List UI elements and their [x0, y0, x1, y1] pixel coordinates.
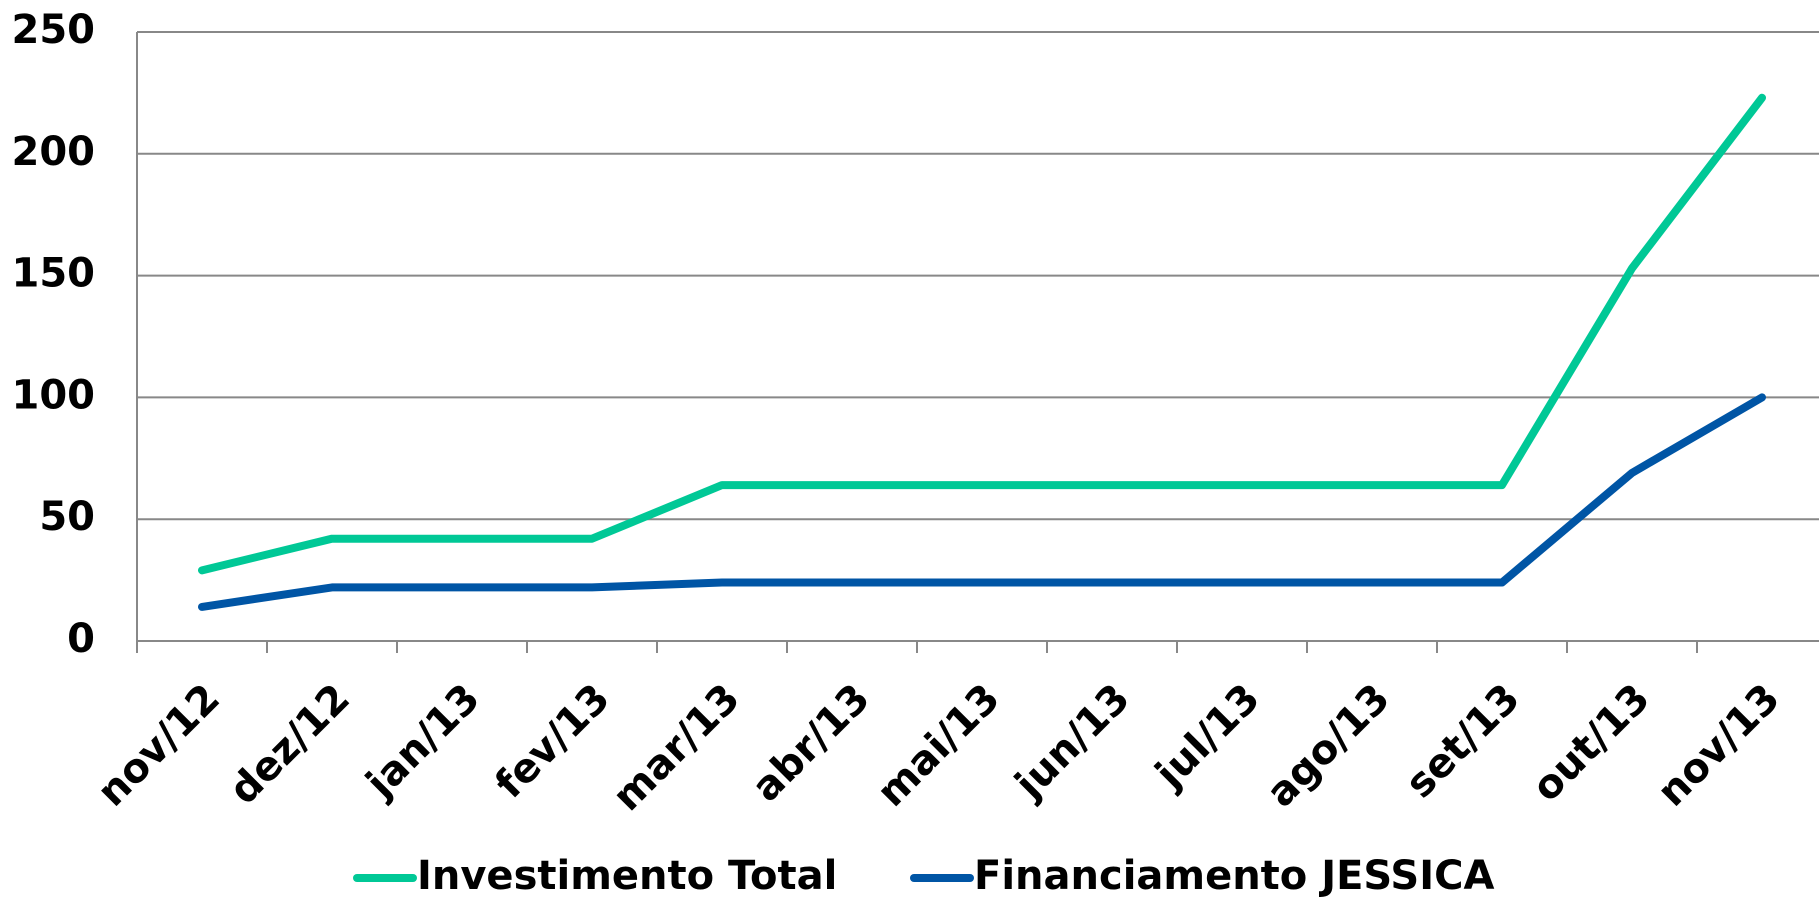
y-tick-label: 0 [67, 616, 95, 662]
x-tick-label: out/13 [1524, 675, 1659, 810]
x-tick-label: nov/12 [89, 675, 229, 815]
x-tick-label: fev/13 [487, 675, 619, 807]
legend-label: Investimento Total [417, 853, 837, 899]
x-tick-label: jan/13 [356, 675, 489, 808]
y-tick-label: 100 [12, 372, 96, 418]
x-tick-label: mar/13 [604, 675, 749, 820]
x-tick-label: dez/12 [221, 675, 359, 813]
series-line [198, 93, 1766, 575]
x-tick-label: jul/13 [1146, 675, 1269, 798]
y-tick-label: 250 [12, 7, 96, 53]
y-tick-label: 200 [12, 129, 96, 175]
x-tick-label: mai/13 [868, 675, 1008, 815]
x-tick-label: ago/13 [1258, 675, 1399, 816]
x-tick-label: abr/13 [743, 675, 878, 810]
series-line [198, 393, 1766, 611]
x-tick-label: jun/13 [1005, 675, 1139, 809]
x-tick-label: set/13 [1397, 675, 1529, 807]
y-tick-label: 50 [39, 494, 95, 540]
x-tick-label: nov/13 [1649, 675, 1789, 815]
y-tick-label: 150 [12, 251, 96, 297]
legend-label: Financiamento JESSICA [974, 853, 1494, 899]
